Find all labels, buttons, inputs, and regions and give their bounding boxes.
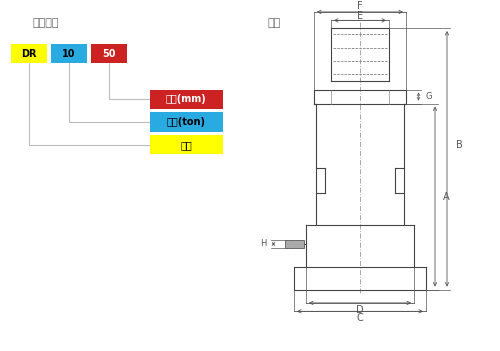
Text: G: G (426, 92, 432, 101)
Text: 10: 10 (62, 48, 76, 59)
Bar (91, 44, 127, 63)
Text: H: H (260, 239, 266, 249)
Bar (150, 90, 222, 109)
Text: 尺寸: 尺寸 (268, 18, 281, 27)
Bar (51, 44, 87, 63)
Text: E: E (357, 11, 363, 21)
Text: A: A (443, 192, 450, 201)
Bar (150, 112, 222, 132)
Text: 型号说明: 型号说明 (32, 18, 59, 27)
Text: B: B (456, 140, 463, 150)
Bar (11, 44, 47, 63)
Text: 50: 50 (102, 48, 116, 59)
Text: C: C (356, 313, 364, 323)
Bar (150, 135, 222, 154)
Text: DR: DR (21, 48, 37, 59)
Text: 载荷(ton): 载荷(ton) (167, 117, 206, 127)
Text: 型号: 型号 (180, 140, 192, 150)
Text: 行程(mm): 行程(mm) (166, 94, 206, 104)
Text: F: F (357, 1, 363, 11)
Text: D: D (356, 305, 364, 315)
Bar (284, 239, 304, 249)
